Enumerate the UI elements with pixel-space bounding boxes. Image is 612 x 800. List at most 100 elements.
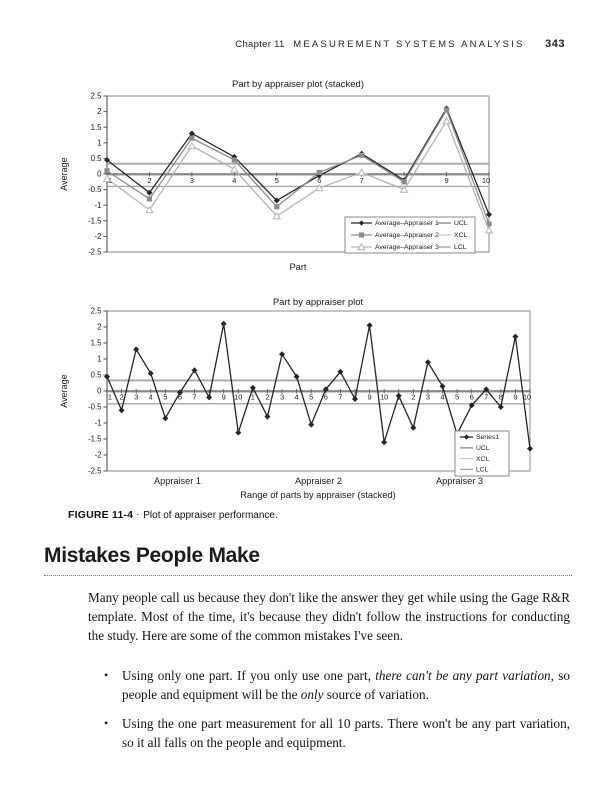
y-tick-label: 2: [97, 107, 101, 116]
y-tick-label: -2.5: [88, 248, 102, 257]
group-label: Appraiser 2: [295, 476, 342, 486]
x-tick-label: 3: [426, 393, 430, 402]
y-tick-label: 0.5: [91, 371, 103, 380]
y-tick-label: 1: [97, 355, 101, 364]
y-tick-label: 1.5: [91, 339, 103, 348]
square-marker-icon: [443, 107, 450, 113]
diamond-marker-icon: [206, 394, 213, 401]
y-tick-label: 2.5: [91, 92, 103, 101]
triangle-marker-icon: [187, 141, 197, 150]
square-marker-icon: [358, 232, 365, 238]
y-tick-label: 0.5: [91, 154, 103, 163]
x-tick-label: 10: [380, 393, 388, 402]
triangle-marker-icon: [230, 165, 239, 173]
y-axis-title: Average: [59, 157, 69, 190]
x-tick-label: 1: [108, 393, 112, 402]
diamond-marker-icon: [439, 383, 446, 390]
figure-caption: FIGURE 11-4 · Plot of appraiser performanc…: [68, 509, 278, 521]
list-item-text: Using the one part measurement for all 1…: [122, 716, 570, 750]
square-marker-icon: [486, 221, 492, 227]
x-tick-label: 4: [440, 393, 444, 402]
x-tick-label: 9: [444, 176, 448, 185]
x-tick-label: 9: [222, 393, 226, 402]
legend-box: [454, 430, 510, 477]
diamond-marker-icon: [133, 346, 140, 353]
diamond-marker-icon: [249, 384, 256, 391]
diamond-marker-icon: [497, 404, 504, 410]
square-marker-icon: [401, 179, 407, 185]
chart-title: Part by appraiser plot: [273, 297, 364, 308]
chart-part-by-appraiser: 2.521.510.50-0.5-1-1.5-2-2.5123456789101…: [59, 297, 533, 500]
x-tick-label: 10: [482, 176, 490, 185]
diamond-marker-icon: [366, 322, 373, 329]
triangle-marker-icon: [272, 211, 282, 220]
figure-caption-text: Plot of appraiser performance.: [143, 510, 278, 521]
diamond-marker-icon: [118, 407, 125, 414]
legend-label: Average–Appraiser 2: [375, 232, 439, 239]
triangle-marker-icon: [314, 183, 324, 192]
triangle-marker-icon: [442, 116, 451, 125]
intro-paragraph: Many people call us because they don't l…: [88, 590, 570, 643]
diamond-marker-icon: [176, 389, 183, 396]
diamond-marker-icon: [486, 211, 492, 218]
diamond-marker-icon: [146, 189, 153, 196]
y-axis-title: Average: [59, 374, 69, 407]
list-item-text: Using only one part. If you only use one…: [122, 668, 570, 702]
y-tick-label: -0.5: [88, 403, 102, 412]
y-tick-label: -1.5: [88, 216, 102, 225]
x-tick-label: 4: [149, 393, 153, 402]
x-tick-label: 5: [455, 393, 459, 402]
figure-label: FIGURE 11-4: [68, 509, 134, 521]
square-marker-icon: [146, 196, 153, 202]
page-header: Chapter 11 MEASUREMENT SYSTEMS ANALYSIS …: [0, 38, 565, 50]
y-tick-label: -2: [95, 232, 102, 241]
square-marker-icon: [231, 157, 237, 163]
legend-label: LCL: [454, 244, 467, 251]
mistakes-list: • Using only one part. If you only use on…: [104, 666, 570, 762]
diamond-marker-icon: [264, 413, 271, 420]
y-tick-label: 2.5: [91, 307, 103, 316]
diamond-marker-icon: [337, 368, 344, 375]
bullet-icon: •: [104, 716, 109, 730]
series-line: [106, 323, 531, 449]
y-tick-label: -0.5: [88, 185, 102, 194]
diamond-marker-icon: [293, 373, 300, 380]
triangle-marker-icon: [399, 185, 409, 193]
diamond-marker-icon: [279, 351, 286, 358]
x-tick-label: 7: [192, 393, 196, 402]
x-tick-label: 7: [338, 393, 342, 402]
x-tick-label: 5: [275, 176, 279, 185]
x-tick-label: 4: [295, 393, 299, 402]
group-label: Appraiser 1: [154, 476, 201, 486]
x-tick-label: 2: [147, 176, 151, 185]
diamond-marker-icon: [147, 370, 154, 377]
y-tick-label: 1.5: [91, 123, 103, 132]
x-axis-title: Range of parts by appraiser (stacked): [240, 490, 396, 500]
legend-label: Average–Appraiser 3: [375, 244, 439, 251]
diamond-marker-icon: [410, 424, 417, 431]
x-tick-label: 2: [265, 393, 269, 402]
x-tick-label: 4: [232, 176, 236, 185]
y-tick-label: 0: [97, 170, 102, 179]
triangle-marker-icon: [357, 168, 366, 176]
y-tick-label: 0: [97, 387, 102, 396]
bullet-icon: •: [104, 668, 109, 682]
x-tick-label: 2: [120, 393, 124, 402]
group-label: Appraiser 3: [436, 476, 483, 486]
triangle-marker-icon: [145, 205, 154, 214]
list-item: • Using the one part measurement for all …: [104, 714, 570, 752]
y-tick-label: -1.5: [88, 435, 102, 444]
series-line: [106, 107, 490, 215]
x-tick-label: 6: [178, 393, 182, 402]
series-line: [106, 108, 490, 225]
x-tick-label: 7: [360, 176, 364, 185]
diamond-marker-icon: [527, 445, 533, 452]
triangle-marker-icon: [484, 225, 494, 234]
diamond-marker-icon: [512, 333, 519, 340]
chart-part-by-appraiser-stacked: 2.521.510.50-0.5-1-1.5-2-2.512345678910P…: [59, 79, 494, 272]
chapter-label: Chapter 11: [235, 39, 285, 50]
triangle-marker-icon: [357, 242, 366, 251]
x-tick-label: 3: [134, 393, 138, 402]
series-line: [106, 119, 490, 231]
